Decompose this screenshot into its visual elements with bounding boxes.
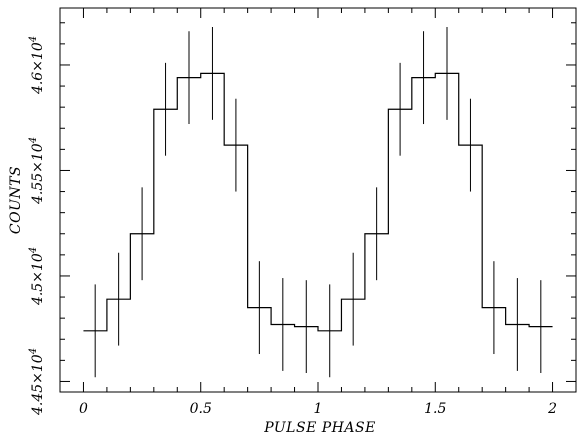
y-tick-label: 4.55×104 — [28, 137, 46, 205]
y-axis-label: COUNTS — [8, 166, 24, 234]
x-tick-label: 2 — [547, 401, 557, 417]
x-tick-label: 0 — [79, 401, 88, 417]
histogram-step-line — [83, 72, 553, 332]
error-bars — [94, 26, 542, 378]
y-tick-label: 4.5×104 — [28, 247, 46, 306]
x-tick-label: 1.5 — [424, 401, 446, 417]
y-tick-label: 4.6×104 — [28, 36, 46, 95]
tick-labels: 0 0.5 1 1.5 2 4.45×104 4.5×104 4.55×104 4.6×104 — [28, 36, 557, 417]
x-axis-label: PULSE PHASE — [263, 420, 376, 435]
plot-frame — [59, 7, 577, 393]
axis-ticks — [59, 8, 577, 392]
x-tick-label: 0.5 — [190, 401, 212, 417]
y-tick-label: 4.45×104 — [28, 348, 46, 416]
x-tick-label: 1 — [314, 401, 323, 417]
